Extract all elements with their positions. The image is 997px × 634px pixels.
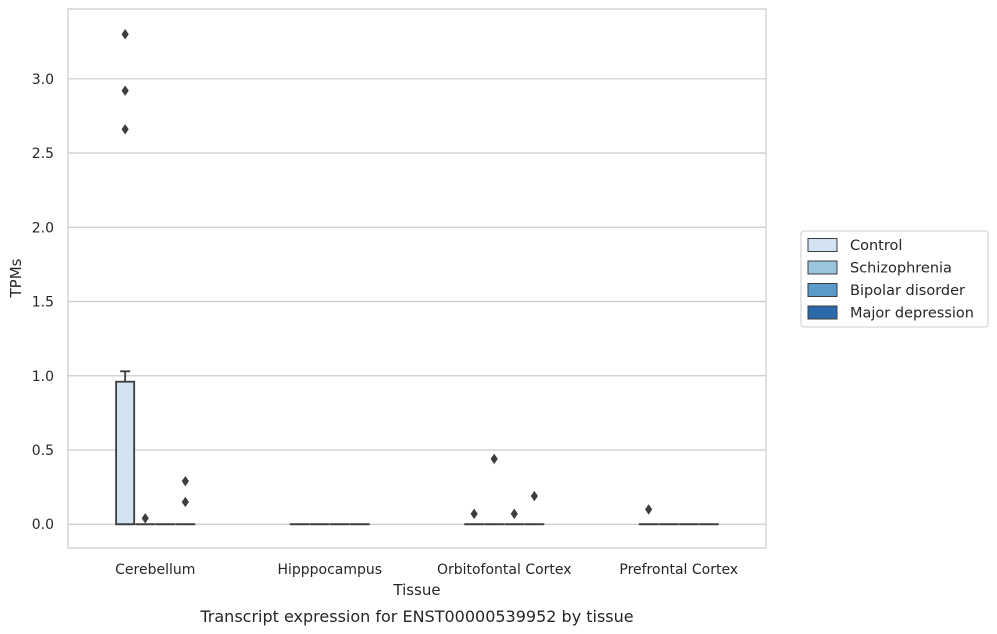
- outlier-point: [490, 453, 498, 465]
- x-tick-label: Cerebellum: [115, 562, 195, 578]
- y-axis-label: TPMs: [7, 258, 25, 298]
- chart-caption: Transcript expression for ENST0000053995…: [199, 607, 633, 626]
- legend-label: Bipolar disorder: [850, 283, 965, 299]
- x-axis-label: Tissue: [392, 581, 440, 599]
- y-tick-label: 3.0: [32, 72, 54, 88]
- legend-swatch: [807, 305, 838, 320]
- outlier-point: [530, 490, 538, 502]
- box-group: [175, 475, 196, 526]
- box: [115, 380, 136, 526]
- outlier-point: [470, 508, 478, 520]
- y-tick-labels: 0.0 0.5 1.0 1.5 2.0 2.5 3.0: [32, 72, 54, 533]
- box-group: [524, 490, 545, 526]
- box-group: [464, 508, 485, 526]
- legend: Control Schizophrenia Bipolar disorder Majo…: [800, 230, 989, 328]
- box-group: [484, 453, 505, 526]
- outlier-point: [121, 85, 129, 96]
- outlier-point: [510, 508, 518, 520]
- plot-frame: [67, 8, 767, 549]
- legend-swatch: [807, 260, 838, 275]
- plot-area: [68, 9, 766, 548]
- y-tick-label: 0.0: [32, 517, 54, 533]
- outlier-point: [645, 504, 653, 515]
- gridlines: [68, 78, 766, 525]
- x-tick-label: Orbitofontal Cortex: [437, 562, 572, 578]
- outlier-point: [121, 124, 129, 135]
- y-tick-label: 0.5: [32, 443, 54, 459]
- outlier-point: [181, 475, 189, 487]
- legend-label: Schizophrenia: [850, 261, 952, 277]
- box-group: [504, 508, 525, 526]
- y-tick-label: 1.0: [32, 369, 54, 385]
- y-tick-label: 2.5: [32, 146, 54, 162]
- legend-label: Major depression: [850, 306, 974, 322]
- box-group: [135, 513, 156, 526]
- legend-swatch: [807, 238, 838, 252]
- x-tick-labels: Cerebellum Hipppocampus Orbitofontal Corte…: [115, 562, 738, 578]
- outlier-point: [141, 513, 149, 524]
- legend-frame: [800, 230, 989, 328]
- boxes: [115, 29, 719, 526]
- outlier-point: [121, 29, 129, 40]
- y-tick-label: 2.0: [32, 220, 54, 236]
- box-group: [115, 29, 136, 526]
- legend-swatch: [807, 283, 838, 297]
- box-group: [638, 504, 659, 526]
- legend-label: Control: [850, 238, 902, 254]
- outlier-point: [181, 496, 189, 508]
- x-tick-label: Hipppocampus: [277, 562, 382, 578]
- y-tick-label: 1.5: [32, 295, 54, 311]
- x-tick-label: Prefrontal Cortex: [619, 562, 738, 578]
